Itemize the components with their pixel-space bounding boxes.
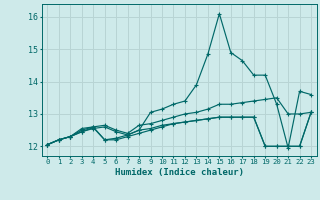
- X-axis label: Humidex (Indice chaleur): Humidex (Indice chaleur): [115, 168, 244, 177]
